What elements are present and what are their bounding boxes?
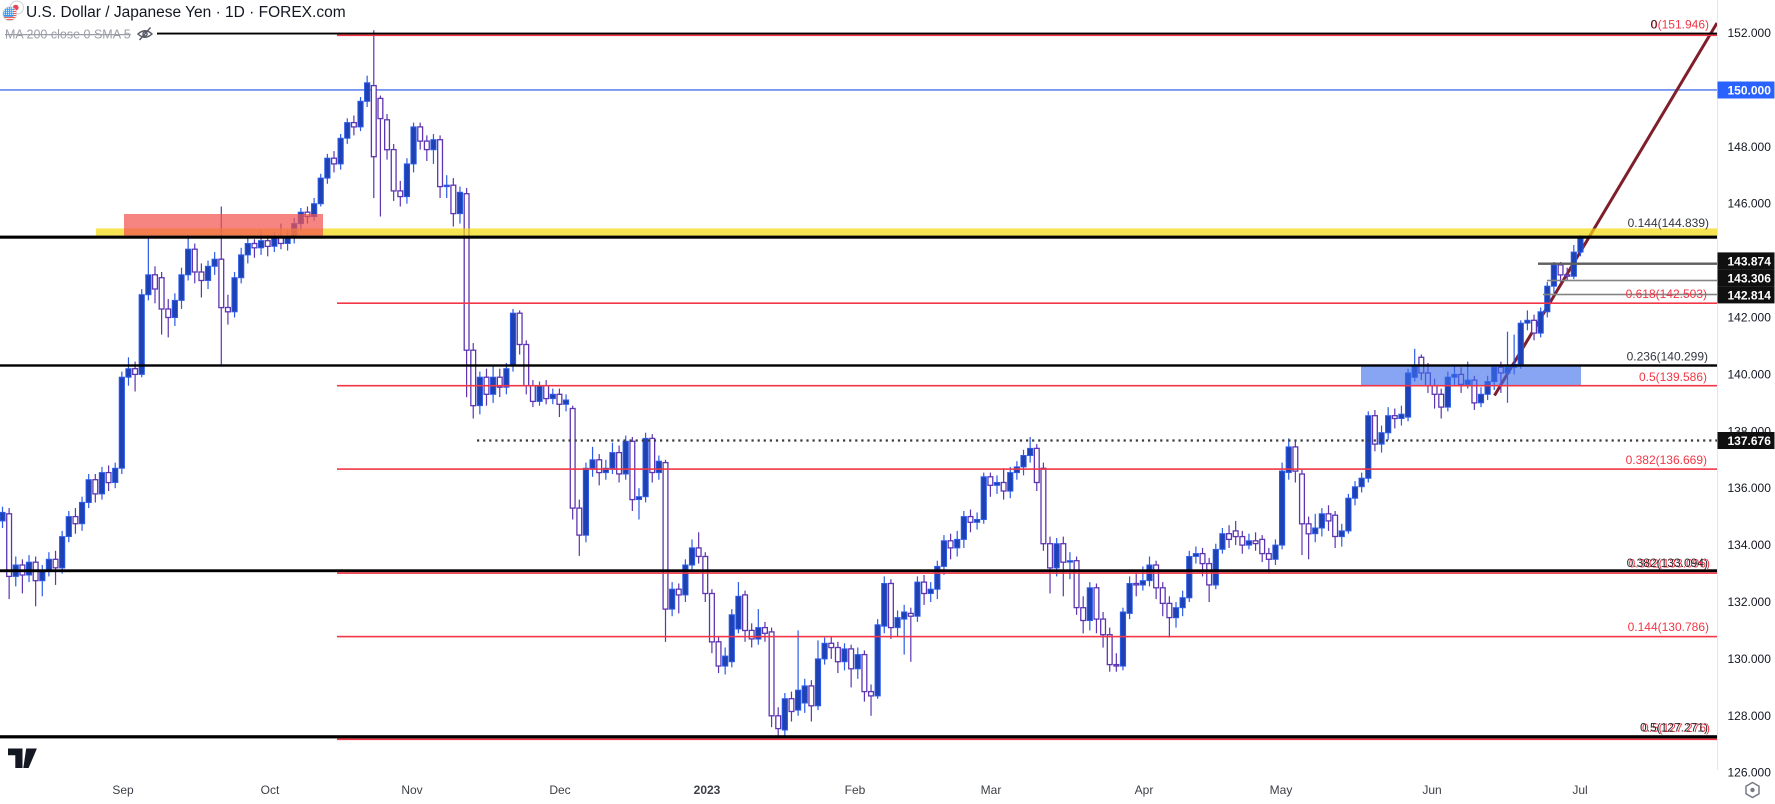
svg-text:134.000: 134.000 [1728, 538, 1772, 552]
svg-text:150.000: 150.000 [1728, 84, 1772, 98]
svg-text:0.618(142.503): 0.618(142.503) [1626, 287, 1707, 301]
svg-text:0.382(133.096): 0.382(133.096) [1629, 557, 1710, 571]
svg-text:Nov: Nov [401, 783, 422, 797]
svg-text:Feb: Feb [845, 783, 866, 797]
svg-text:136.000: 136.000 [1728, 481, 1772, 495]
svg-text:130.000: 130.000 [1728, 652, 1772, 666]
svg-text:0: 0 [1651, 18, 1658, 32]
svg-text:0.5(127.276): 0.5(127.276) [1642, 721, 1710, 735]
svg-text:0.382(133.094): 0.382(133.094) [1627, 556, 1708, 570]
svg-text:Mar: Mar [981, 783, 1002, 797]
svg-text:Jul: Jul [1572, 783, 1587, 797]
svg-text:2023: 2023 [694, 783, 721, 797]
svg-text:143.874: 143.874 [1728, 254, 1772, 268]
svg-text:128.000: 128.000 [1728, 709, 1772, 723]
svg-text:152.000: 152.000 [1728, 26, 1772, 40]
svg-text:0.144(144.839): 0.144(144.839) [1628, 216, 1709, 230]
svg-text:Sep: Sep [112, 783, 134, 797]
svg-text:132.000: 132.000 [1728, 595, 1772, 609]
svg-text:143.306: 143.306 [1728, 271, 1772, 285]
svg-text:126.000: 126.000 [1728, 766, 1772, 780]
svg-text:MA 200 close 0 SMA 5: MA 200 close 0 SMA 5 [5, 27, 131, 41]
svg-text:142.000: 142.000 [1728, 311, 1772, 325]
svg-text:142.814: 142.814 [1728, 288, 1772, 302]
svg-text:0.5(139.586): 0.5(139.586) [1639, 370, 1707, 384]
svg-text:0(151.946): 0(151.946) [1651, 18, 1709, 32]
svg-text:Jun: Jun [1422, 783, 1441, 797]
svg-text:U.S. Dollar / Japanese Yen · 1: U.S. Dollar / Japanese Yen · 1D · FOREX.… [26, 4, 346, 21]
svg-text:0.5(127.271): 0.5(127.271) [1640, 721, 1708, 735]
svg-text:148.000: 148.000 [1728, 140, 1772, 154]
svg-text:0.236(140.299): 0.236(140.299) [1627, 350, 1708, 364]
svg-text:137.676: 137.676 [1728, 434, 1772, 448]
svg-text:146.000: 146.000 [1728, 197, 1772, 211]
svg-text:140.000: 140.000 [1728, 367, 1772, 381]
svg-text:May: May [1270, 783, 1293, 797]
svg-text:Apr: Apr [1135, 783, 1154, 797]
svg-text:0.382(136.669): 0.382(136.669) [1626, 453, 1707, 467]
svg-text:0.144(130.786): 0.144(130.786) [1628, 620, 1709, 634]
svg-text:Dec: Dec [549, 783, 570, 797]
svg-text:Oct: Oct [261, 783, 280, 797]
